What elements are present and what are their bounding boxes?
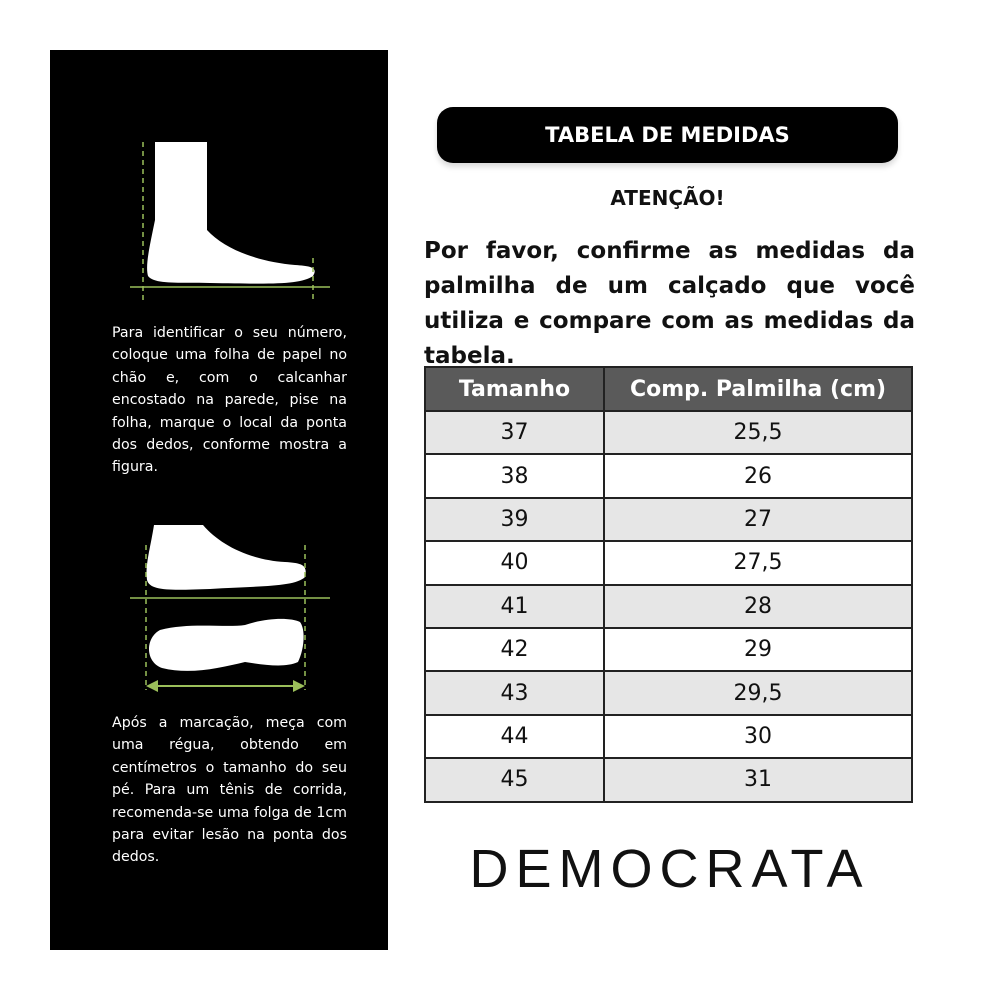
foot-measure-icon xyxy=(130,525,330,692)
table-row: 37 25,5 xyxy=(424,409,913,456)
insole-length-cell: 29 xyxy=(603,626,913,673)
size-cell: 45 xyxy=(424,757,605,803)
table-row: 40 27,5 xyxy=(424,540,913,586)
table-row: 43 29,5 xyxy=(424,670,913,716)
header-size: Tamanho xyxy=(424,366,605,412)
table-header-row: Tamanho Comp. Palmilha (cm) xyxy=(424,366,913,412)
size-table: Tamanho Comp. Palmilha (cm) 37 25,5 38 26 39… xyxy=(424,366,913,803)
size-cell: 39 xyxy=(424,496,605,543)
insole-length-cell: 27,5 xyxy=(603,540,913,586)
attention-heading: ATENÇÃO! xyxy=(610,186,725,210)
table-row: 41 28 xyxy=(424,583,913,629)
insole-length-cell: 28 xyxy=(603,583,913,629)
insole-length-cell: 31 xyxy=(603,757,913,803)
instruction-step-2: Após a marcação, meça com uma régua, obt… xyxy=(112,715,347,866)
instructions-panel: Para identificar o seu número, coloque u… xyxy=(50,50,388,950)
size-cell: 41 xyxy=(424,583,605,629)
page-title: TABELA DE MEDIDAS xyxy=(437,107,898,163)
header-insole-length: Comp. Palmilha (cm) xyxy=(603,366,913,412)
size-cell: 40 xyxy=(424,540,605,586)
size-cell: 42 xyxy=(424,626,605,673)
size-cell: 43 xyxy=(424,670,605,716)
size-cell: 38 xyxy=(424,453,605,499)
foot-diagrams xyxy=(130,142,330,692)
table-row: 45 31 xyxy=(424,757,913,803)
size-cell: 37 xyxy=(424,409,605,456)
table-row: 39 27 xyxy=(424,496,913,543)
insole-length-cell: 26 xyxy=(603,453,913,499)
table-row: 38 26 xyxy=(424,453,913,499)
instruction-step-1: Para identificar o seu número, coloque u… xyxy=(112,325,347,476)
foot-side-view-icon xyxy=(130,142,330,302)
insole-length-cell: 27 xyxy=(603,496,913,543)
insole-length-cell: 29,5 xyxy=(603,670,913,716)
table-row: 42 29 xyxy=(424,626,913,673)
insole-length-cell: 30 xyxy=(603,713,913,760)
insole-length-cell: 25,5 xyxy=(603,409,913,456)
table-row: 44 30 xyxy=(424,713,913,760)
notice-text: Por favor, confirme as medidas da palmil… xyxy=(424,238,915,369)
brand-logo: DEMOCRATA xyxy=(469,839,870,899)
size-cell: 44 xyxy=(424,713,605,760)
